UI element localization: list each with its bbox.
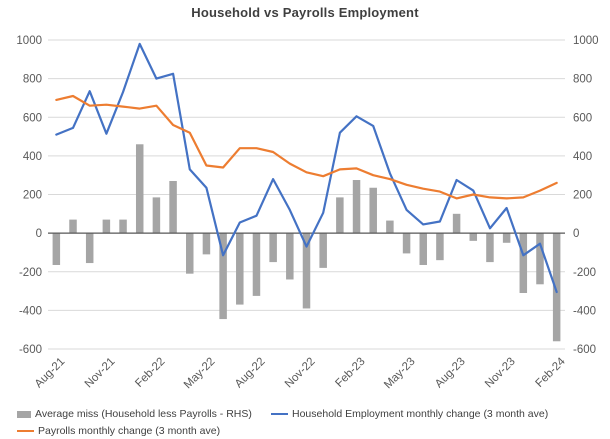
bar	[469, 233, 478, 241]
y-axis-right-labels: -600 -400 -200 0 200 400 600 800 1000	[573, 35, 599, 356]
bar	[336, 197, 344, 234]
svg-text:1000: 1000	[573, 35, 599, 47]
payrolls-line	[55, 94, 558, 200]
bar	[352, 180, 361, 234]
line-series	[55, 94, 558, 200]
y-axis-left-labels: -600 -400 -200 0 200 400 600 800 1000	[16, 35, 42, 356]
bar	[536, 233, 544, 285]
line-swatch-icon	[17, 429, 34, 433]
svg-text:Aug-23: Aug-23	[433, 356, 468, 391]
svg-text:Feb-23: Feb-23	[333, 356, 367, 390]
bar	[119, 219, 127, 234]
bar-swatch-icon	[17, 410, 31, 418]
bar	[135, 144, 144, 234]
svg-text:Feb-24: Feb-24	[534, 355, 569, 390]
bar	[52, 233, 61, 265]
svg-text:Feb-22: Feb-22	[133, 356, 167, 390]
svg-text:Aug-22: Aug-22	[233, 356, 268, 391]
legend-label-household: Household Employment monthly change (3 m…	[292, 408, 549, 420]
legend-label-payrolls: Payrolls monthly change (3 month ave)	[38, 425, 221, 437]
bar	[436, 233, 444, 261]
bar	[302, 233, 311, 309]
bar	[236, 233, 244, 305]
bar	[552, 233, 561, 342]
svg-text:0: 0	[36, 228, 42, 240]
bar	[519, 233, 528, 293]
svg-text:600: 600	[23, 112, 42, 124]
bar	[319, 233, 327, 268]
svg-text:200: 200	[23, 190, 42, 202]
bar	[202, 233, 211, 255]
bar	[369, 187, 377, 234]
line-swatch-icon	[271, 412, 288, 416]
svg-text:400: 400	[23, 151, 42, 163]
x-axis-labels: Aug-21 Nov-21 Feb-22 May-22 Aug-22 Nov-22 Feb-…	[33, 355, 568, 391]
bar	[286, 233, 294, 280]
bar	[452, 213, 461, 234]
legend-item-average-miss: Average miss (Household less Payrolls - …	[17, 408, 252, 420]
svg-text:800: 800	[573, 74, 592, 86]
bar	[486, 233, 494, 263]
svg-text:-400: -400	[19, 305, 42, 317]
svg-text:0: 0	[573, 228, 579, 240]
bar	[386, 220, 394, 234]
svg-text:Nov-23: Nov-23	[483, 356, 518, 391]
line-series	[55, 42, 558, 294]
svg-text:800: 800	[23, 74, 42, 86]
svg-text:-600: -600	[19, 344, 42, 356]
svg-text:1000: 1000	[16, 35, 42, 47]
svg-text:-600: -600	[573, 344, 596, 356]
chart-title: Household vs Payrolls Employment	[191, 5, 419, 20]
svg-text:Nov-22: Nov-22	[283, 356, 318, 391]
bars-average-miss	[52, 144, 561, 342]
bar	[85, 233, 94, 264]
bar	[419, 233, 427, 265]
svg-text:Nov-21: Nov-21	[83, 356, 118, 391]
svg-text:-200: -200	[573, 267, 596, 279]
svg-text:May-22: May-22	[182, 356, 218, 392]
legend-label-average-miss: Average miss (Household less Payrolls - …	[35, 408, 252, 420]
svg-text:May-23: May-23	[382, 356, 418, 392]
svg-text:Aug-21: Aug-21	[33, 356, 68, 391]
bar	[169, 180, 177, 234]
bar	[269, 233, 277, 263]
svg-text:400: 400	[573, 151, 592, 163]
bar	[152, 197, 161, 234]
bar	[69, 219, 77, 234]
svg-text:200: 200	[573, 190, 592, 202]
bar	[402, 233, 411, 254]
household-line	[55, 42, 558, 294]
bar	[186, 233, 194, 274]
svg-text:-200: -200	[19, 267, 42, 279]
bar	[219, 233, 227, 320]
svg-text:-400: -400	[573, 305, 596, 317]
legend-item-household: Household Employment monthly change (3 m…	[271, 408, 548, 420]
legend-item-payrolls: Payrolls monthly change (3 month ave)	[17, 425, 220, 437]
svg-text:600: 600	[573, 112, 592, 124]
bar	[502, 233, 511, 243]
bar	[252, 233, 261, 296]
bar	[102, 219, 111, 234]
